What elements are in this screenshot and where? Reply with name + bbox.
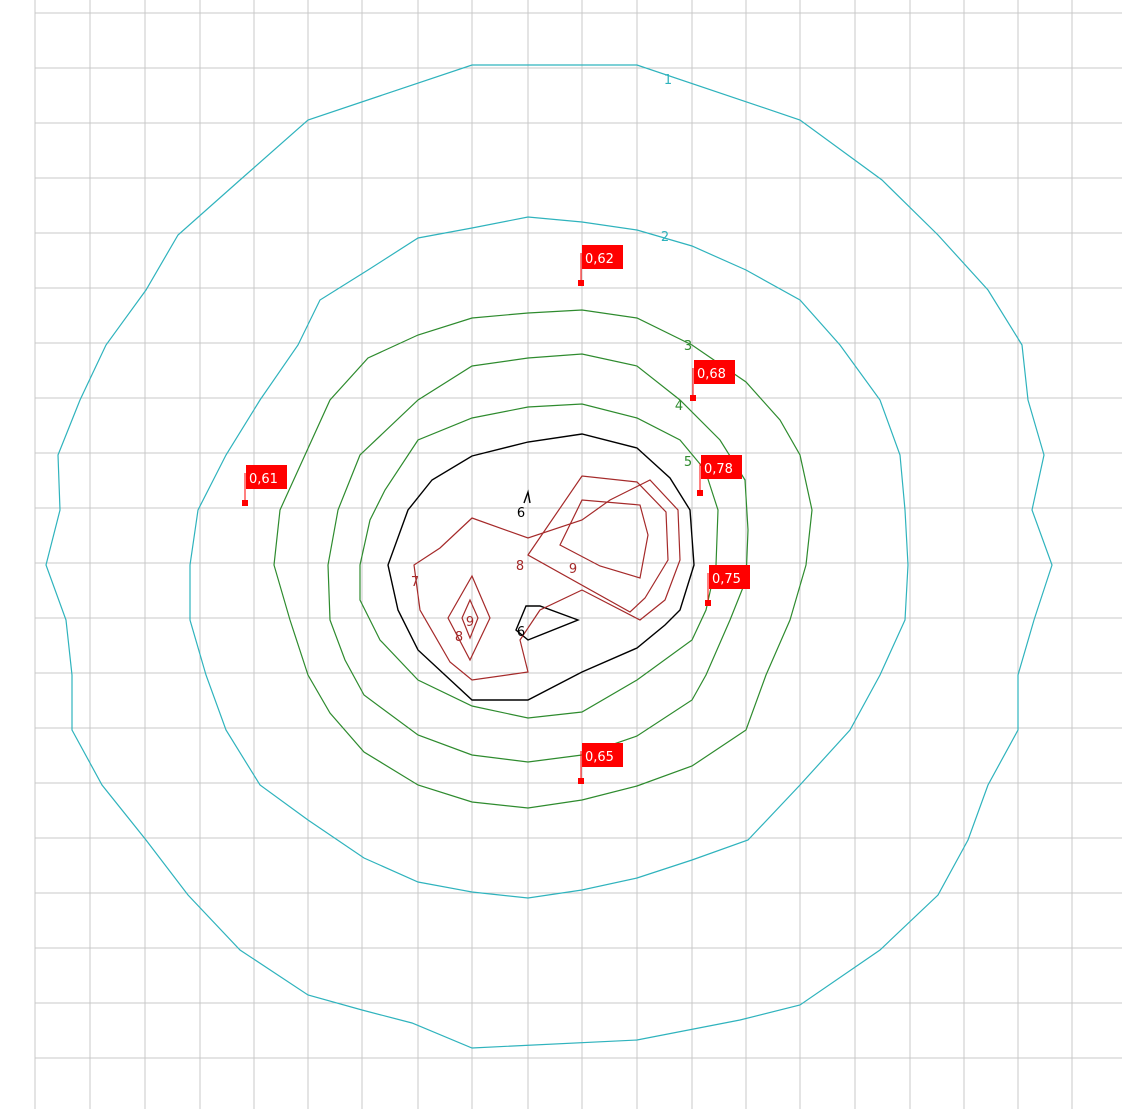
contour-level-9-b	[461, 598, 479, 640]
marker-label-box	[246, 465, 287, 489]
marker-value: 0,61	[249, 472, 278, 487]
measurement-marker: 0,62	[578, 245, 623, 286]
marker-value: 0,75	[712, 572, 741, 587]
measurement-marker: 0,65	[578, 743, 623, 784]
contour-level-8-b	[447, 574, 491, 662]
measurement-marker: 0,78	[697, 455, 742, 496]
contour-label-7: 7	[411, 575, 419, 590]
contour-label-1: 1	[664, 73, 672, 88]
contour-level-7	[413, 479, 681, 681]
marker-label-box	[694, 360, 735, 384]
marker-point	[690, 395, 696, 401]
marker-point	[705, 600, 711, 606]
marker-value: 0,65	[585, 750, 614, 765]
marker-label-box	[582, 245, 623, 269]
marker-value: 0,78	[704, 462, 733, 477]
contour-level-8-a	[527, 475, 669, 613]
contour-level-9-a	[559, 499, 649, 579]
contour-label-2: 2	[661, 230, 669, 245]
contour-level-2	[189, 216, 909, 899]
contour-level-6	[387, 433, 695, 701]
contour-label-6: 6	[517, 625, 525, 640]
marker-point	[578, 280, 584, 286]
marker-value: 0,62	[585, 252, 614, 267]
contour-label-6: 6	[517, 506, 525, 521]
marker-value: 0,68	[697, 367, 726, 382]
contour-label-8: 8	[516, 559, 524, 574]
measurement-marker: 0,61	[242, 465, 287, 506]
contour-label-3: 3	[684, 339, 692, 354]
contour-lines	[45, 64, 1053, 1049]
contour-label-9: 9	[569, 562, 577, 577]
marker-label-box	[709, 565, 750, 589]
marker-label-box	[582, 743, 623, 767]
marker-label-box	[701, 455, 742, 479]
contour-level-1	[45, 64, 1053, 1049]
marker-point	[242, 500, 248, 506]
contour-label-9: 9	[466, 615, 474, 630]
contour-level-4	[327, 353, 749, 763]
marker-point	[578, 778, 584, 784]
contour-level-5	[359, 403, 719, 719]
contour-level-6-inner	[515, 605, 580, 641]
measurement-marker: 0,68	[690, 360, 735, 401]
contour-level-3	[273, 309, 813, 809]
measurement-marker: 0,75	[705, 565, 750, 606]
contour-label-5: 5	[684, 455, 692, 470]
grid	[34, 0, 1122, 1109]
contour-label-4: 4	[675, 399, 683, 414]
contour-label-8: 8	[455, 630, 463, 645]
measurement-markers: 0,62 0,68 0,78 0,61 0,75 0,65	[242, 245, 750, 784]
marker-point	[697, 490, 703, 496]
contour-level-6-spike	[523, 489, 531, 504]
